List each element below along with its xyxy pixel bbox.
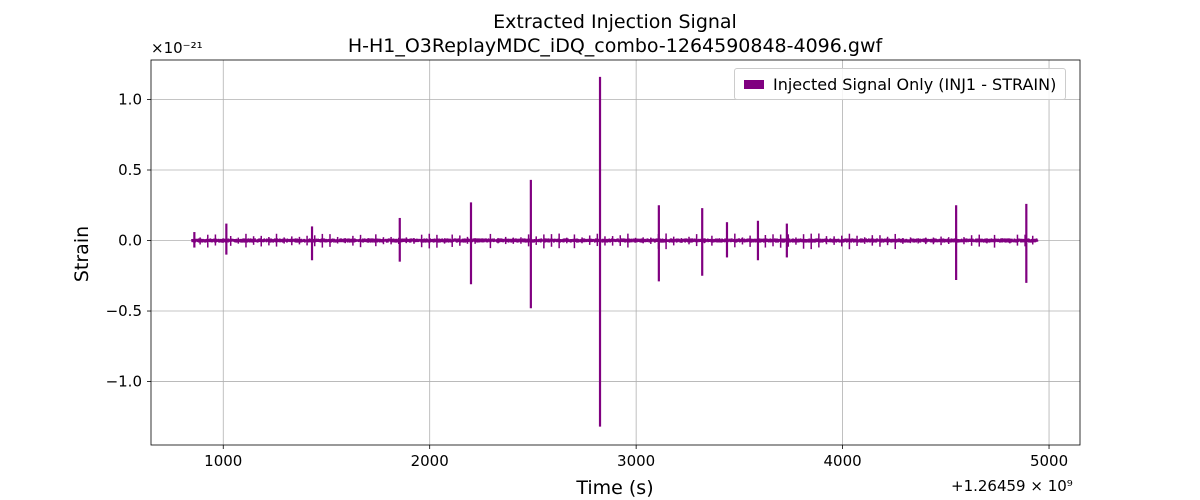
series-baseline-line — [191, 238, 1039, 243]
plot-frame — [150, 59, 1081, 446]
grid — [151, 60, 1080, 445]
data-layer — [191, 76, 1039, 427]
legend: Injected Signal Only (INJ1 - STRAIN) — [734, 68, 1067, 100]
chart-title: Extracted Injection Signal — [493, 11, 737, 33]
x-axis-label: Time (s) — [576, 477, 654, 499]
ticks: 1000 2000 3000 4000 5000 −1.0 −0.5 0.0 0.5 1.0 — [106, 90, 1069, 470]
legend-swatch — [744, 79, 764, 89]
x-tick-label: 3000 — [617, 452, 655, 470]
y-tick-label: 0.5 — [118, 161, 142, 179]
x-tick-label: 5000 — [1030, 452, 1068, 470]
x-tick-label: 2000 — [411, 452, 449, 470]
chart-subtitle: H-H1_O3ReplayMDC_iDQ_combo-1264590848-40… — [347, 35, 883, 57]
x-tick-label: 4000 — [823, 452, 861, 470]
y-tick-label: −1.0 — [106, 373, 142, 391]
y-tick-label: 1.0 — [118, 90, 142, 108]
y-tick-label: 0.0 — [118, 232, 142, 250]
y-axis-multiplier: ×10⁻²¹ — [151, 39, 203, 57]
y-tick-label: −0.5 — [106, 302, 142, 320]
legend-label: Injected Signal Only (INJ1 - STRAIN) — [773, 74, 1057, 94]
x-tick-label: 1000 — [204, 452, 242, 470]
x-axis-offset: +1.26459 × 10⁹ — [951, 477, 1073, 495]
